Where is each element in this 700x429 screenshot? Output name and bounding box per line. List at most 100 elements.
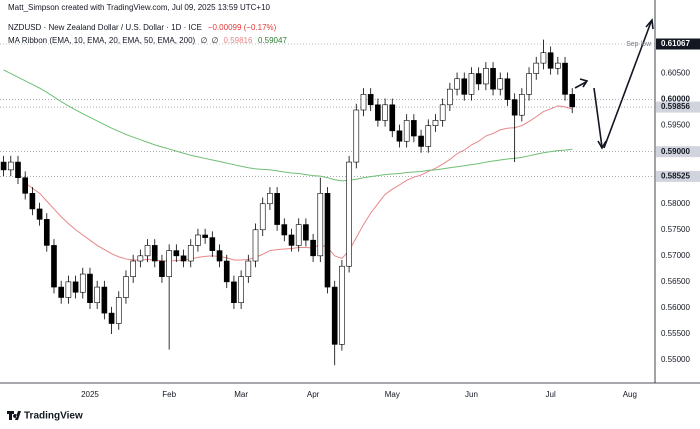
x-tick-label: Apr [307,390,320,399]
drawn-arrows [574,18,654,150]
y-tick-label: 0.55000 [661,355,690,364]
level-label-box [656,170,700,182]
candle-body [0,161,7,171]
candle-body [418,135,424,147]
candle-body [130,260,136,277]
logo [7,411,21,420]
candle-body [29,193,36,210]
candle-body [195,234,201,246]
y-tick-label: 0.59500 [661,121,690,130]
candle-body [274,193,280,225]
candle-body [72,281,79,293]
candle-body [159,260,165,277]
candle-body [166,250,172,277]
candle-body [151,245,158,262]
candle-body [511,99,518,116]
candle-body [468,73,475,95]
y-tick-label: 0.58000 [661,199,690,208]
candle-body [43,219,50,246]
candle-body [245,260,252,277]
candle-body [310,239,316,257]
candle-body [346,161,352,267]
candle-body [36,208,43,220]
symbol-title: NZDUSD · New Zealand Dollar / U.S. Dolla… [8,23,202,32]
candle-body [173,250,180,257]
candle-body [115,297,122,324]
indicator-empty: ∅ [201,36,208,45]
candle-body [475,73,482,85]
candle-body [360,94,367,111]
candle-body [353,109,360,163]
candle-body [223,260,230,283]
level-label: 0.61067 [661,39,690,48]
candle-body [540,52,547,64]
candle-body [432,120,439,126]
x-tick-label: Jul [546,390,556,399]
arrow [593,87,603,148]
candle-body [425,125,432,147]
price-change: −0.00099 (−0.17%) [208,23,277,32]
candle-body [216,250,223,262]
indicator-empty: ∅ [212,36,219,45]
logo-mark [7,411,21,420]
attribution: Matt_Simpson created with TradingView.co… [8,3,271,12]
arrow-head [645,18,654,30]
candle-body [15,161,21,178]
candle-body [396,130,403,142]
level-label: 0.58525 [661,172,690,181]
indicator-label: MA Ribbon (EMA, 10, EMA, 20, EMA, 50, EM… [8,36,196,45]
candle-body [367,94,374,106]
candle-body [519,94,525,116]
candle-body [238,276,244,303]
level-label: 0.59000 [661,147,690,156]
candle-body [295,224,302,246]
candle-body [281,224,288,236]
y-tick-label: 0.55500 [661,329,690,338]
candle-body [65,281,72,298]
y-tick-label: 0.57000 [661,251,690,260]
candle-body [101,286,108,314]
arrow-head [579,78,589,88]
candle-body [324,193,331,288]
indicator-value: 0.59816 [224,36,253,45]
candle-body [259,203,266,231]
x-tick-label: May [385,390,400,399]
candle-body [231,281,237,303]
candle-body [439,104,446,121]
candle-body [123,276,129,298]
y-tick-label: 0.56000 [661,303,690,312]
candle-body [180,255,187,262]
candle-body [497,78,504,90]
level-label: 0.60000 [661,95,690,104]
x-tick-label: Mar [234,390,248,399]
level-label-box [656,38,700,50]
candle-body [202,234,208,238]
candle-body [317,193,324,257]
candle-body [7,161,14,171]
candle-body [267,193,273,205]
candle-body [382,104,388,121]
x-tick-label: Feb [162,390,176,399]
candle-body [209,237,216,251]
candle-body [389,104,396,132]
candle-body [51,245,57,288]
level-label-box [656,146,700,158]
candle-body [403,120,410,142]
candle-body [303,224,309,241]
candle-body [461,78,468,95]
candle-body [533,62,540,74]
candle-body [454,78,460,90]
candle-body [144,245,151,257]
ma-line [3,69,573,182]
arrow [603,21,652,149]
level-label: 0.59856 [661,102,690,111]
level-label-box [656,101,700,113]
candle-body [555,62,561,69]
candle-body [22,177,29,194]
candle-body [58,286,65,298]
candle-body [375,104,381,121]
candle-body [339,265,345,345]
candle-body [252,229,259,262]
candle-body [79,273,86,293]
